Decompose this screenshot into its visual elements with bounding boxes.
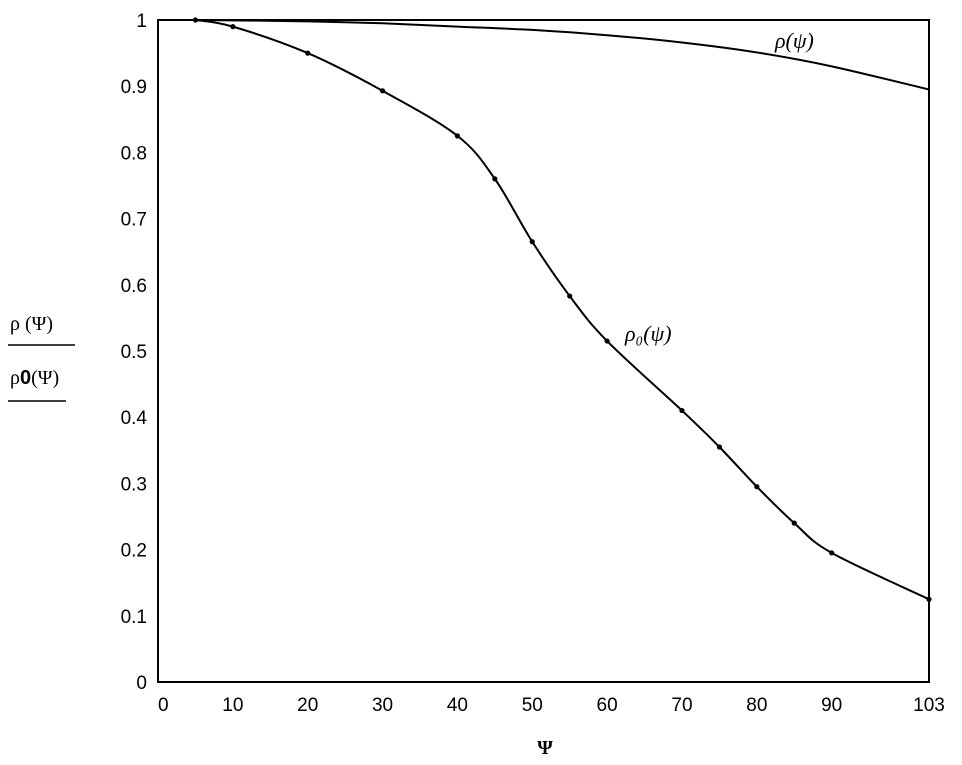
x-tick-label: 60: [597, 695, 618, 716]
x-tick-label: 50: [522, 695, 543, 716]
data-point: [926, 596, 932, 602]
data-point: [230, 24, 236, 30]
y-tick-label: 0.9: [121, 77, 147, 98]
y-tick-label: 0: [136, 673, 147, 694]
y-axis-title: ρ (Ψ) ρ0(Ψ): [8, 313, 75, 402]
data-point: [829, 550, 835, 556]
x-tick-label: 20: [297, 695, 318, 716]
series-label-rho: ρ(ψ): [774, 28, 814, 53]
x-axis-title: Ψ: [537, 737, 553, 759]
y-tick-label: 0.6: [121, 276, 147, 297]
y-tick-label: 0.7: [121, 210, 147, 231]
data-point: [529, 239, 535, 245]
data-point: [604, 338, 610, 344]
data-point: [567, 293, 573, 299]
x-tick-label: 0: [158, 695, 169, 716]
series-label-rho0: ρ₀(ψ): [624, 321, 672, 346]
y-tick-label: 0.5: [121, 342, 147, 363]
y-axis-title-denominator: ρ0(Ψ): [10, 367, 59, 389]
x-tick-label: 80: [746, 695, 767, 716]
y-tick-label: 1: [136, 11, 147, 32]
data-point: [679, 407, 685, 414]
series-line-rho: [195, 19, 930, 91]
y-axis-tick-labels: 0 0.1 0.2 0.3 0.4 0.5 0.6 0.7 0.8 0.9 1: [121, 11, 148, 694]
y-tick-label: 0.3: [121, 474, 147, 495]
data-point: [754, 484, 760, 490]
y-axis-title-denominator-bold: 0: [20, 367, 31, 389]
series-layer: [192, 17, 932, 602]
x-tick-label: 103: [913, 695, 945, 716]
y-axis-title-denominator-prefix: ρ: [10, 367, 20, 389]
x-tick-label: 10: [222, 695, 243, 716]
data-point: [492, 176, 498, 182]
data-point: [791, 520, 797, 526]
x-tick-label: 30: [372, 695, 393, 716]
y-axis-title-numerator: ρ (Ψ): [10, 313, 53, 335]
data-point: [716, 444, 723, 450]
x-tick-label: 70: [671, 695, 692, 716]
data-point: [305, 50, 311, 56]
plot-area-border: [157, 19, 930, 683]
plot-frame: [157, 19, 930, 683]
x-axis-tick-labels: 0 10 20 30 40 50 60 70 80 90 103: [158, 695, 945, 716]
y-tick-label: 0.2: [121, 541, 147, 562]
data-point: [454, 133, 461, 139]
y-tick-label: 0.8: [121, 143, 147, 164]
series-line-rho0: [195, 19, 930, 601]
data-point: [192, 17, 199, 23]
y-tick-label: 0.1: [121, 607, 147, 628]
x-tick-label: 90: [821, 695, 842, 716]
data-point: [379, 88, 386, 94]
y-axis-title-denominator-suffix: (Ψ): [31, 367, 59, 389]
y-tick-label: 0.4: [121, 408, 148, 429]
x-tick-label: 40: [447, 695, 468, 716]
